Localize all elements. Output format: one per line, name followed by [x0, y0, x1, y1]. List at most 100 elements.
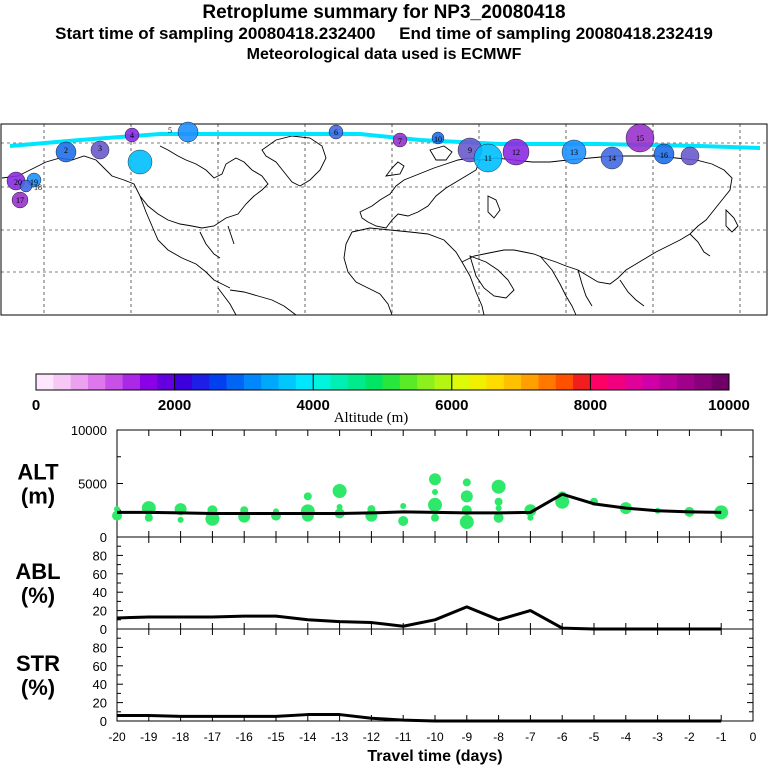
y-tick-label: 60 [93, 567, 107, 582]
series-line-abl [116, 605, 722, 631]
colorbar-cell [694, 374, 713, 390]
colorbar-cell [70, 374, 89, 390]
altitude-scatter-point [144, 513, 153, 522]
plume-marker-label: 7 [398, 137, 402, 146]
x-tick-label: -6 [557, 730, 568, 744]
x-axis-label: Travel time (days) [367, 748, 502, 765]
x-tick-label: -14 [299, 730, 317, 744]
plume-marker-label: 14 [608, 154, 616, 163]
y-tick-label: 10000 [71, 423, 107, 438]
x-tick-label: -18 [172, 730, 190, 744]
colorbar-tick-labels: 0 2000 4000 6000 8000 10000 [32, 397, 750, 414]
colorbar-cell [503, 374, 522, 390]
altitude-scatter-point [400, 502, 407, 509]
colorbar-cell [105, 374, 124, 390]
colorbar-cell [469, 374, 487, 390]
colorbar-cell [313, 374, 331, 390]
altitude-scatter-point [205, 511, 220, 526]
colorbar-cell [590, 374, 609, 390]
plume-marker-label: 15 [636, 134, 644, 143]
coast-asia [461, 155, 733, 307]
x-tick-label: -7 [525, 730, 536, 744]
colorbar-cell [538, 374, 557, 390]
panel-y-label: ABL [15, 559, 60, 584]
colorbar-cell [451, 374, 470, 390]
altitude-scatter-point [336, 504, 343, 511]
y-tick-label: 80 [93, 548, 107, 563]
x-tick-label: -20 [108, 730, 126, 744]
plume-marker-label: 3 [98, 144, 102, 153]
plume-blob [431, 131, 445, 145]
panel-frame [116, 536, 754, 630]
altitude-scatter-point [460, 490, 473, 503]
plume-blob [653, 143, 675, 165]
panel-y-label: (%) [21, 675, 55, 700]
panel-abl: 0 20 40 60 80 ABL(%) [15, 536, 754, 637]
y-tick-label: 20 [93, 604, 107, 619]
coast-north-america [1, 145, 269, 289]
altitude-scatter-point [432, 489, 438, 496]
plume-blob [680, 146, 700, 166]
altitude-scatter-point [495, 505, 502, 512]
plume-blob [561, 139, 587, 165]
colorbar-cell [174, 374, 193, 390]
colorbar-tick-label: 4000 [297, 397, 330, 414]
plume-blob [55, 141, 77, 163]
coast-arabia [469, 255, 515, 299]
plume-blob [19, 179, 33, 193]
x-tick-label: -9 [461, 730, 472, 744]
colorbar-tick-label: 6000 [435, 397, 468, 414]
colorbar-cell [243, 374, 262, 390]
panel-y-label: ALT [17, 460, 59, 485]
plume-blob [177, 121, 199, 143]
altitude-scatter-point [398, 515, 409, 526]
panel-y-label: (m) [21, 484, 55, 509]
x-tick-label: -8 [493, 730, 504, 744]
sampling-time-line: Start time of sampling 20080418.232400 E… [55, 24, 713, 43]
altitude-scatter-point [494, 497, 503, 506]
y-tick-label: 0 [100, 622, 107, 637]
altitude-colorbar: 0 2000 4000 6000 8000 10000 Altitude (m) [32, 373, 750, 426]
plume-blob [502, 138, 530, 166]
altitude-scatter-point [114, 506, 120, 513]
plume-marker-label: 13 [570, 148, 578, 157]
coast-caspian [487, 195, 501, 219]
colorbar-cell [382, 374, 401, 390]
plume-blob [328, 124, 344, 140]
plume-marker-label: 18 [34, 183, 42, 192]
altitude-scatter-point [428, 497, 442, 512]
colorbar-tick-label: 0 [32, 397, 40, 414]
x-tick-label: -10 [426, 730, 444, 744]
plume-marker-label: 9 [468, 146, 472, 155]
plume-marker-label: 11 [484, 154, 492, 163]
colorbar-cell [87, 374, 106, 390]
coast-africa [343, 227, 485, 316]
plume-blob [90, 140, 110, 160]
colorbar-tick-label: 2000 [158, 397, 191, 414]
altitude-scatter-point [431, 513, 439, 522]
colorbar-cell [209, 374, 227, 390]
series-line-str [117, 713, 722, 723]
colorbar-cell [157, 374, 175, 390]
altitude-scatter-point [301, 509, 314, 522]
coast-europe [359, 145, 481, 229]
plume-blob [473, 143, 503, 173]
altitude-scatter-point [555, 494, 570, 509]
x-tick-label: -1 [716, 730, 727, 744]
x-tick-label: -11 [395, 730, 412, 744]
altitude-scatter-point [177, 516, 184, 523]
x-tick-label: -16 [236, 730, 254, 744]
colorbar-tick-label: 10000 [708, 397, 750, 414]
colorbar-cell [122, 374, 141, 390]
altitude-scatter-point [429, 473, 441, 486]
plume-blob [11, 191, 29, 209]
x-tick-label: 0 [750, 730, 757, 744]
x-tick-label: -12 [363, 730, 381, 744]
plume-marker-label: 19 [30, 178, 38, 187]
panel-alt: 0 5000 10000 ALT(m) [17, 423, 754, 545]
plume-marker-label: 2 [64, 146, 68, 155]
colorbar-cell [365, 374, 383, 390]
colorbar-cell [53, 374, 72, 390]
